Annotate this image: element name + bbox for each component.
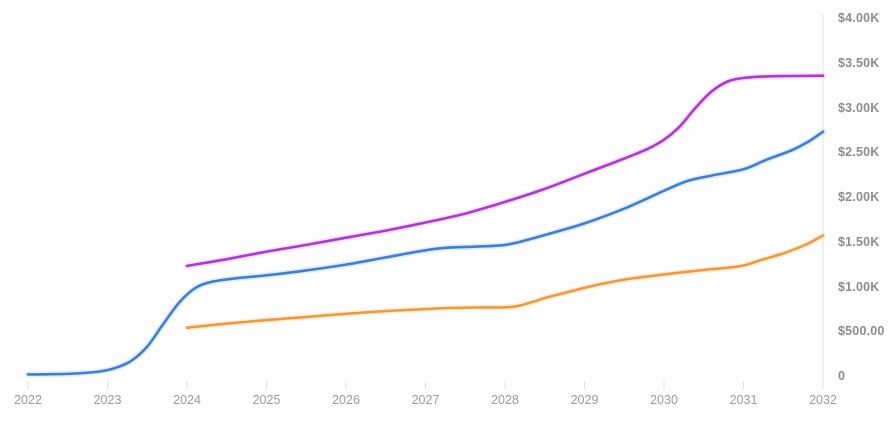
x-axis-label-2032: 2032 — [809, 393, 837, 407]
x-axis-label-2031: 2031 — [729, 393, 758, 407]
y-axis-label-200K: $2.00K — [838, 190, 880, 204]
x-axis-label-2030: 2030 — [650, 393, 678, 407]
y-axis-label-250K: $2.50K — [838, 145, 880, 160]
blue-series-halo — [25, 128, 826, 378]
blue-series-line — [26, 130, 825, 376]
y-axis-label-50000: $500.00 — [838, 324, 885, 339]
x-axis-label-2027: 2027 — [411, 393, 440, 407]
x-axis-label-2023: 2023 — [93, 393, 122, 407]
x-axis-label-2022: 2022 — [14, 393, 42, 407]
orange-series-line — [185, 234, 825, 329]
y-axis-label-350K: $3.50K — [838, 55, 880, 70]
x-axis-label-2024: 2024 — [173, 393, 201, 407]
x-axis-label-2026: 2026 — [332, 393, 360, 407]
y-axis-label-400K: $4.00K — [838, 11, 880, 25]
y-axis-label-150K: $1.50K — [838, 234, 880, 249]
magenta-series-line — [185, 74, 825, 268]
y-axis-label-0: 0 — [838, 369, 846, 383]
x-axis-label-2028: 2028 — [491, 393, 519, 407]
x-axis-label-2029: 2029 — [570, 393, 599, 407]
y-axis-label-300K: $3.00K — [838, 100, 880, 115]
x-axis-label-2025: 2025 — [252, 393, 281, 407]
y-axis-label-100K: $1.00K — [838, 279, 880, 294]
